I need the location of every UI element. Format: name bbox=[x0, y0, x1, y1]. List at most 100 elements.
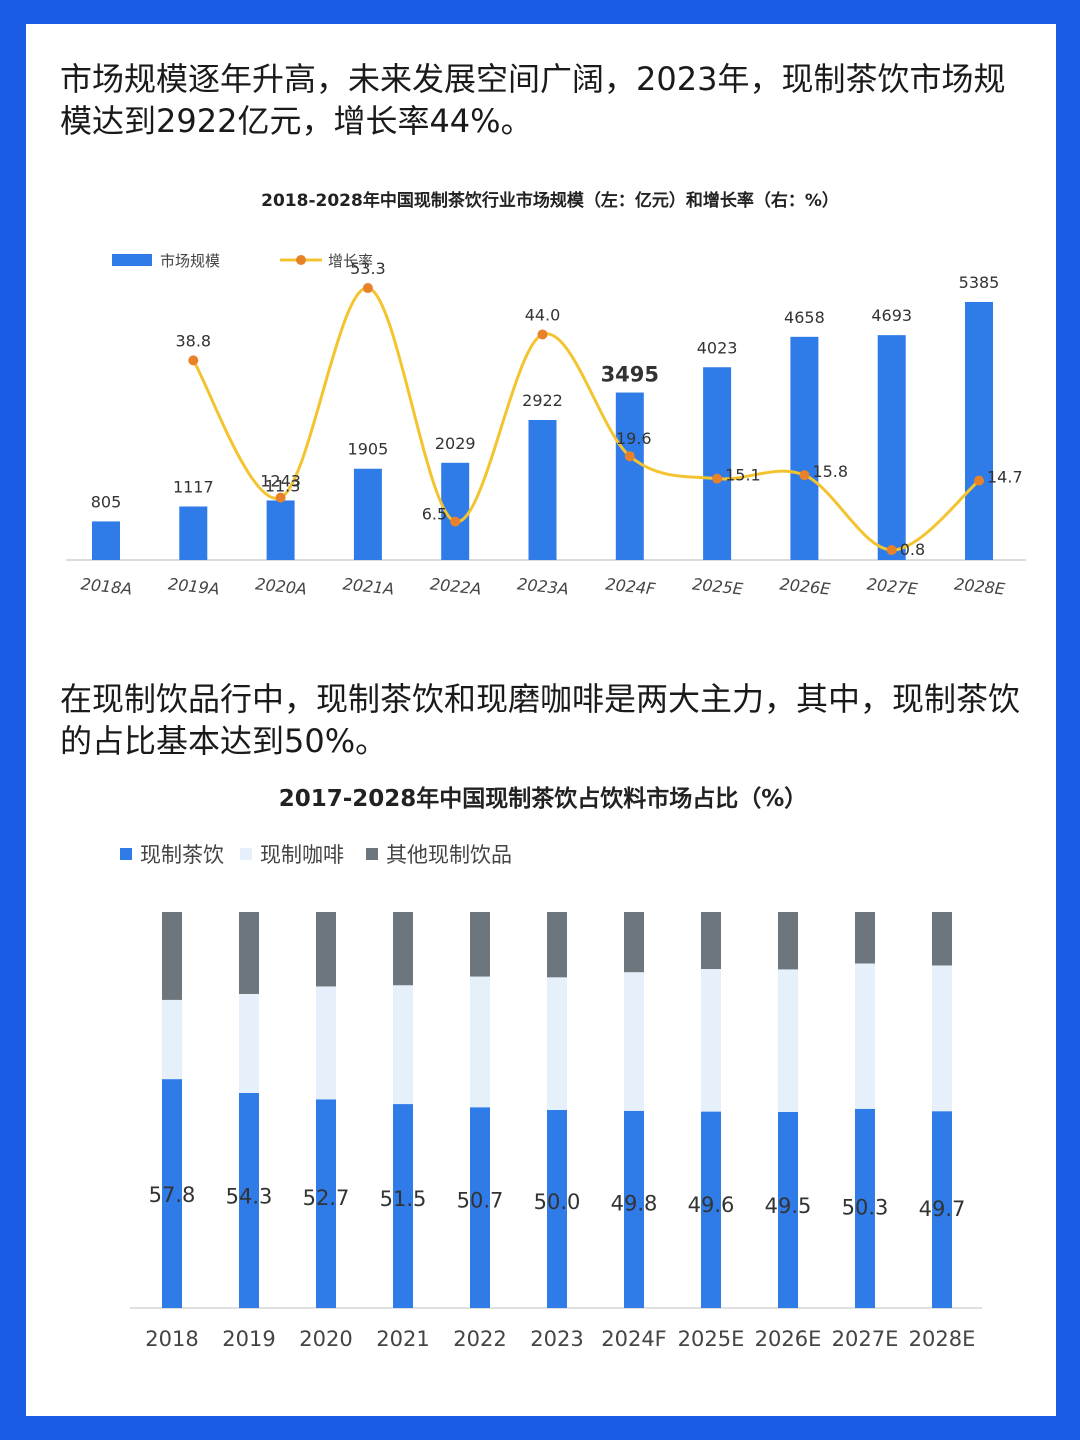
category-tick-label: 2019A bbox=[167, 574, 220, 598]
coffee-share-segment bbox=[239, 993, 259, 1093]
category-tick-label: 2021 bbox=[376, 1327, 429, 1351]
category-tick-label: 2022 bbox=[453, 1327, 506, 1351]
market-size-bar bbox=[266, 500, 295, 560]
legend-bar-swatch bbox=[112, 254, 152, 266]
growth-rate-point bbox=[974, 475, 984, 486]
market-size-label: 3495 bbox=[601, 363, 659, 387]
market-size-bar bbox=[965, 302, 993, 560]
legend-market-size: 市场规模 bbox=[160, 252, 220, 270]
market-size-label: 1243 bbox=[260, 471, 301, 490]
category-tick-label: 2018A bbox=[80, 574, 133, 598]
tea-share-segment bbox=[316, 1099, 336, 1308]
category-tick-label: 2024F bbox=[601, 1327, 667, 1351]
other-share-segment bbox=[239, 912, 259, 994]
coffee-share-segment bbox=[470, 976, 490, 1108]
tea-share-segment bbox=[855, 1108, 875, 1308]
tea-share-segment bbox=[547, 1110, 567, 1308]
market-size-bar bbox=[877, 335, 906, 560]
tea-share-segment bbox=[778, 1111, 798, 1308]
legend-line-dot bbox=[296, 255, 306, 265]
market-size-chart: 2018-2028年中国现制茶饮行业市场规模（左：亿元）和增长率（右：%） 市场… bbox=[66, 190, 1026, 599]
category-tick-label: 2022A bbox=[429, 574, 482, 598]
chart2-labels: 57.8 2018 54.3 2019 52.7 2020 51.5 2021 50.7 2022… bbox=[145, 1183, 975, 1351]
tea-share-label: 49.8 bbox=[611, 1191, 658, 1215]
share-paragraph: 在现制饮品行中，现制茶饮和现磨咖啡是两大主力，其中，现制茶饮的占比基本达到50%… bbox=[60, 680, 1021, 760]
coffee-share-segment bbox=[316, 986, 336, 1100]
market-size-label: 4693 bbox=[871, 306, 912, 325]
tea-share-label: 50.7 bbox=[457, 1189, 504, 1213]
chart1-dots bbox=[188, 283, 984, 556]
chart2-legend: 现制茶饮 现制咖啡 其他现制饮品 bbox=[120, 843, 512, 867]
market-size-label: 5385 bbox=[959, 273, 1000, 292]
tea-share-label: 51.5 bbox=[380, 1187, 427, 1211]
coffee-share-segment bbox=[932, 965, 952, 1112]
category-tick-label: 2024F bbox=[605, 574, 657, 598]
growth-rate-label: 6.5 bbox=[422, 505, 447, 524]
coffee-share-segment bbox=[162, 999, 182, 1080]
growth-rate-label: 53.3 bbox=[350, 259, 386, 278]
other-share-segment bbox=[855, 912, 875, 964]
other-share-segment bbox=[932, 912, 952, 966]
growth-rate-point bbox=[450, 516, 461, 527]
other-share-segment bbox=[778, 912, 798, 970]
chart1-legend: 市场规模 增长率 bbox=[112, 252, 373, 270]
intro-paragraph: 市场规模逐年升高，未来发展空间广阔，2023年，现制茶饮市场规模达到2922亿元… bbox=[60, 60, 1006, 140]
category-tick-label: 2027E bbox=[832, 1327, 899, 1351]
other-share-segment bbox=[393, 912, 413, 986]
tea-share-segment bbox=[932, 1111, 952, 1308]
category-tick-label: 2020A bbox=[254, 574, 307, 598]
category-tick-label: 2021A bbox=[342, 574, 395, 598]
growth-rate-point bbox=[624, 451, 635, 462]
growth-rate-line bbox=[192, 286, 980, 552]
growth-rate-label: 15.1 bbox=[725, 466, 761, 485]
market-size-label: 2029 bbox=[435, 434, 476, 453]
market-size-bar bbox=[615, 392, 644, 560]
market-size-bar bbox=[179, 506, 208, 560]
market-size-bar bbox=[703, 367, 732, 560]
growth-rate-label: 11.3 bbox=[265, 477, 301, 496]
chart1-title: 2018-2028年中国现制茶饮行业市场规模（左：亿元）和增长率（右：%） bbox=[261, 190, 839, 211]
legend-entry: 现制茶饮 bbox=[140, 843, 224, 867]
growth-rate-point bbox=[799, 470, 810, 481]
market-size-label: 1117 bbox=[173, 477, 214, 496]
category-tick-label: 2020 bbox=[299, 1327, 352, 1351]
chart2-title: 2017-2028年中国现制茶饮占饮料市场占比（%） bbox=[279, 785, 808, 812]
tea-share-label: 52.7 bbox=[303, 1186, 350, 1210]
market-size-bar bbox=[790, 336, 819, 560]
market-size-label: 4658 bbox=[784, 308, 825, 327]
legend-swatch bbox=[120, 848, 132, 860]
tea-share-label: 49.5 bbox=[765, 1194, 812, 1218]
growth-rate-point bbox=[537, 329, 548, 340]
growth-rate-label: 19.6 bbox=[616, 429, 652, 448]
growth-rate-point bbox=[275, 492, 286, 503]
tea-share-label: 49.7 bbox=[919, 1197, 966, 1221]
growth-rate-label: 0.8 bbox=[900, 540, 925, 559]
tea-share-label: 49.6 bbox=[688, 1193, 735, 1217]
growth-rate-point bbox=[712, 473, 723, 484]
category-tick-label: 2018 bbox=[145, 1327, 198, 1351]
other-share-segment bbox=[162, 912, 182, 1000]
tea-share-label: 57.8 bbox=[149, 1183, 196, 1207]
tea-share-label: 50.0 bbox=[534, 1190, 581, 1214]
content-card: 市场规模逐年升高，未来发展空间广阔，2023年，现制茶饮市场规模达到2922亿元… bbox=[26, 24, 1056, 1416]
market-size-bar bbox=[92, 521, 120, 560]
tea-share-label: 54.3 bbox=[226, 1184, 273, 1208]
legend-entry: 其他现制饮品 bbox=[386, 843, 512, 867]
category-tick-label: 2027E bbox=[866, 574, 919, 598]
other-share-segment bbox=[547, 912, 567, 978]
market-size-label: 1905 bbox=[348, 440, 389, 459]
coffee-share-segment bbox=[624, 972, 644, 1111]
legend-entry: 现制咖啡 bbox=[260, 843, 344, 867]
coffee-share-segment bbox=[547, 977, 567, 1110]
chart1-bars bbox=[92, 302, 993, 560]
tea-share-segment bbox=[162, 1079, 182, 1308]
growth-rate-point bbox=[188, 355, 199, 366]
other-share-segment bbox=[316, 912, 336, 987]
category-tick-label: 2028E bbox=[909, 1327, 976, 1351]
chart2-bars bbox=[162, 912, 952, 1308]
growth-rate-label: 38.8 bbox=[175, 331, 211, 350]
category-tick-label: 2026E bbox=[755, 1327, 822, 1351]
legend-swatch bbox=[366, 848, 378, 860]
coffee-share-segment bbox=[778, 969, 798, 1112]
legend-swatch bbox=[240, 848, 252, 860]
